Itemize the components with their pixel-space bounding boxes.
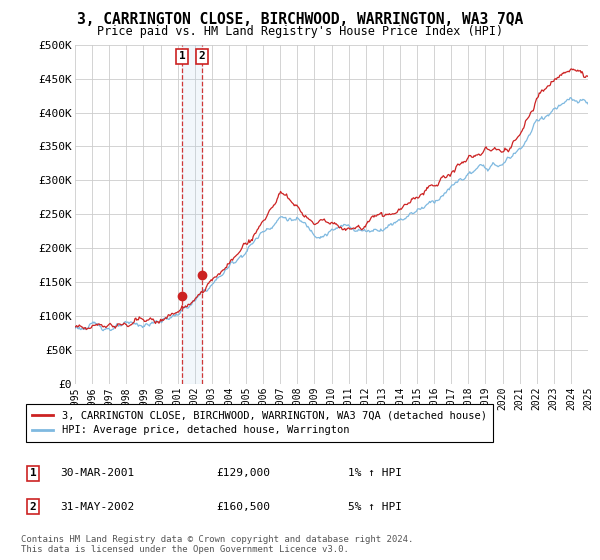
Legend: 3, CARRINGTON CLOSE, BIRCHWOOD, WARRINGTON, WA3 7QA (detached house), HPI: Avera: 3, CARRINGTON CLOSE, BIRCHWOOD, WARRINGT… [26,404,493,442]
Text: 1: 1 [29,468,37,478]
Text: 3, CARRINGTON CLOSE, BIRCHWOOD, WARRINGTON, WA3 7QA: 3, CARRINGTON CLOSE, BIRCHWOOD, WARRINGT… [77,12,523,27]
Text: 2: 2 [199,52,205,61]
Text: 1: 1 [179,52,185,61]
Text: £160,500: £160,500 [216,502,270,512]
Bar [182,45,202,384]
Text: 1% ↑ HPI: 1% ↑ HPI [348,468,402,478]
Text: 31-MAY-2002: 31-MAY-2002 [60,502,134,512]
Text: 5% ↑ HPI: 5% ↑ HPI [348,502,402,512]
Text: Price paid vs. HM Land Registry's House Price Index (HPI): Price paid vs. HM Land Registry's House … [97,25,503,38]
Text: Contains HM Land Registry data © Crown copyright and database right 2024.
This d: Contains HM Land Registry data © Crown c… [21,535,413,554]
Text: 30-MAR-2001: 30-MAR-2001 [60,468,134,478]
Text: 2: 2 [29,502,37,512]
Text: £129,000: £129,000 [216,468,270,478]
